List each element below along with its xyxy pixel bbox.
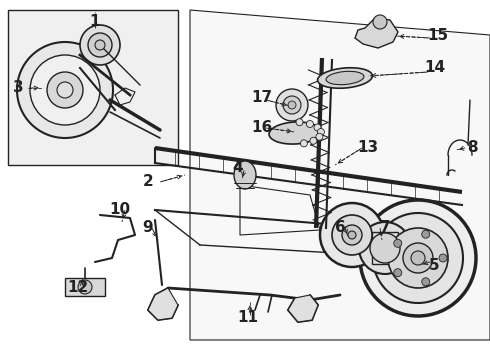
Circle shape [300, 140, 307, 147]
Circle shape [30, 55, 100, 125]
Circle shape [439, 254, 447, 262]
Text: 1: 1 [90, 14, 100, 30]
Text: 12: 12 [68, 280, 89, 296]
Bar [372, 232, 398, 264]
Text: 8: 8 [466, 140, 477, 156]
Ellipse shape [269, 122, 321, 144]
Circle shape [332, 215, 372, 255]
Circle shape [17, 42, 113, 138]
Ellipse shape [318, 68, 372, 88]
Polygon shape [190, 10, 490, 340]
Text: 4: 4 [233, 161, 244, 175]
Circle shape [314, 124, 321, 131]
Circle shape [411, 251, 425, 265]
Ellipse shape [326, 71, 364, 85]
Circle shape [47, 72, 83, 108]
Circle shape [310, 137, 317, 144]
Circle shape [276, 89, 308, 121]
Circle shape [57, 82, 73, 98]
Text: 10: 10 [109, 202, 130, 217]
Circle shape [370, 233, 400, 263]
Text: 3: 3 [13, 81, 24, 95]
Circle shape [306, 121, 314, 127]
Circle shape [403, 243, 433, 273]
Text: 2: 2 [143, 175, 153, 189]
Text: 5: 5 [429, 257, 440, 273]
Polygon shape [355, 18, 398, 48]
Text: 14: 14 [424, 60, 445, 76]
Circle shape [88, 33, 112, 57]
Circle shape [318, 129, 324, 136]
Text: 6: 6 [335, 220, 345, 235]
Circle shape [373, 213, 463, 303]
Circle shape [320, 203, 384, 267]
Circle shape [359, 222, 411, 274]
Bar [65, 278, 105, 296]
Polygon shape [148, 288, 178, 320]
Circle shape [360, 200, 476, 316]
Polygon shape [288, 295, 318, 322]
Text: 15: 15 [427, 27, 448, 42]
Circle shape [394, 269, 402, 277]
Circle shape [78, 280, 92, 294]
Circle shape [316, 133, 323, 140]
Circle shape [394, 239, 402, 247]
Text: 13: 13 [357, 140, 379, 156]
Circle shape [80, 25, 120, 65]
Bar [8, 10, 178, 165]
Text: 7: 7 [380, 220, 391, 235]
Text: 17: 17 [251, 90, 272, 105]
Circle shape [342, 225, 362, 245]
Circle shape [95, 40, 105, 50]
Circle shape [388, 228, 448, 288]
Circle shape [348, 231, 356, 239]
Text: 9: 9 [143, 220, 153, 235]
Text: 16: 16 [251, 121, 272, 135]
Circle shape [288, 101, 296, 109]
Text: 11: 11 [238, 310, 259, 325]
Ellipse shape [234, 161, 256, 189]
Circle shape [283, 96, 301, 114]
Circle shape [422, 230, 430, 238]
Circle shape [296, 119, 303, 126]
Circle shape [373, 15, 387, 29]
Circle shape [422, 278, 430, 286]
